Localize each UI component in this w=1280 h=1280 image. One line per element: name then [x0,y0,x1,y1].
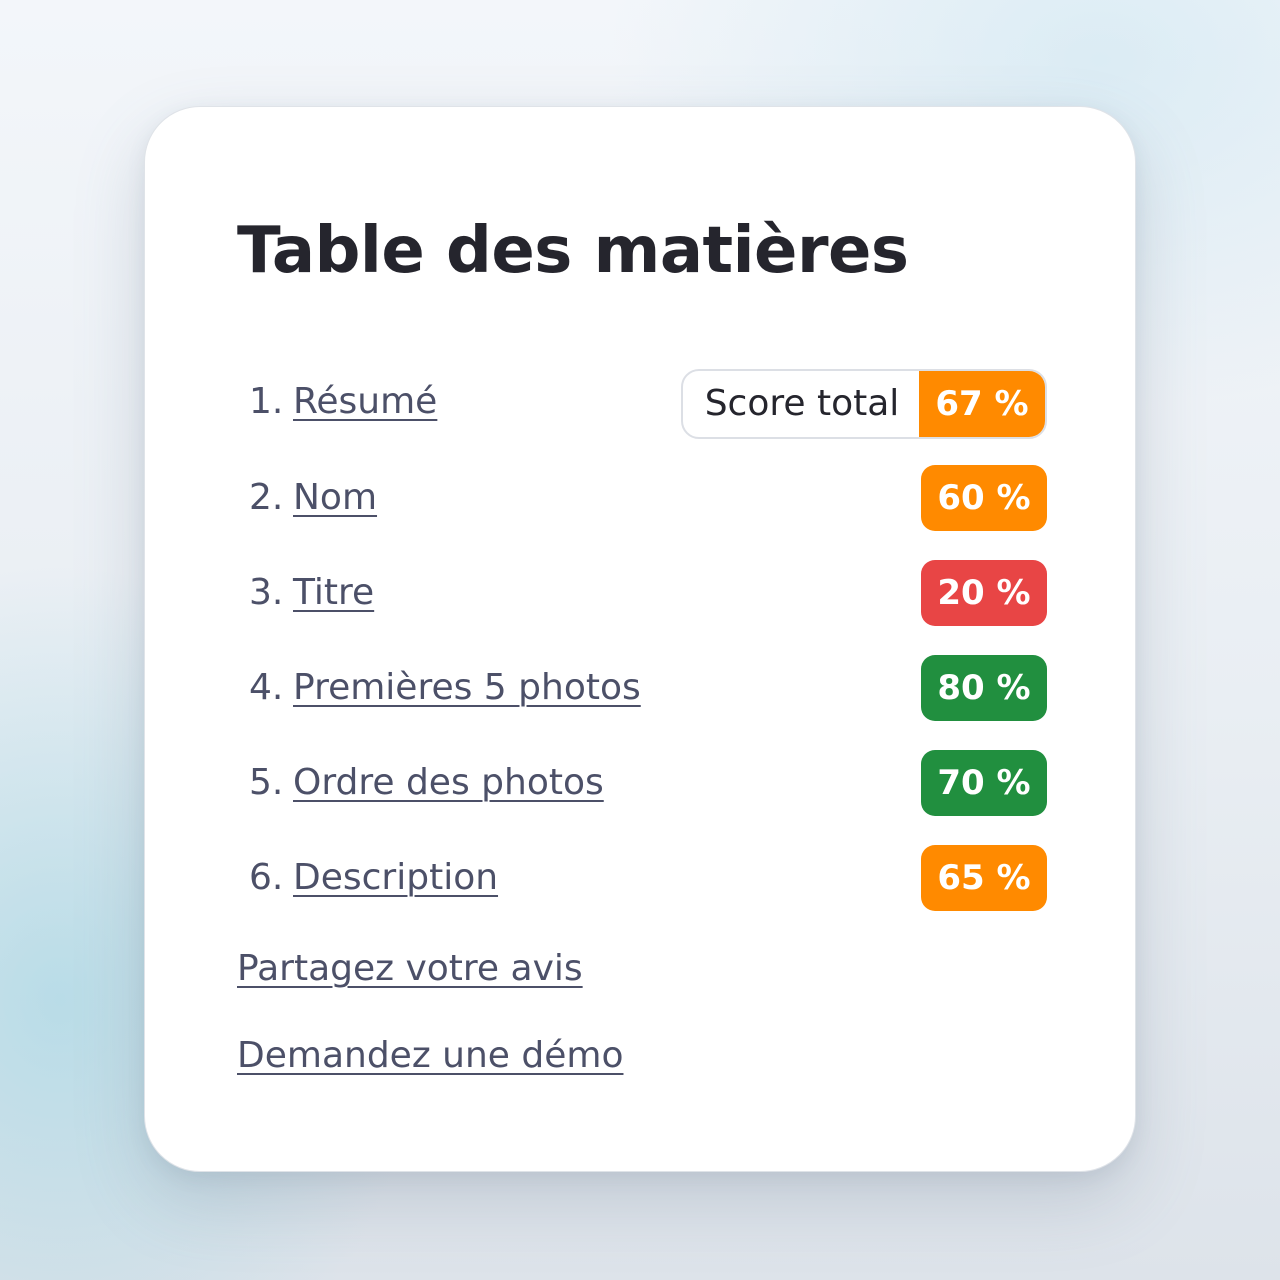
total-score-value: 67 % [919,371,1045,437]
total-score-badge: Score total 67 % [681,369,1047,439]
score-badge: 60 % [921,465,1047,531]
toc-item-link[interactable]: Nom [293,477,378,518]
toc-item-number: 3. [249,572,284,613]
table-of-contents-card: Table des matières 1. Résumé Score total… [144,106,1136,1172]
share-feedback-link[interactable]: Partagez votre avis [237,948,583,989]
score-badge: 80 % [921,655,1047,721]
toc-item-resume: 1. Résumé Score total 67 % [237,369,1047,439]
toc-item-link[interactable]: Titre [293,572,375,613]
toc-item-link[interactable]: Description [293,857,499,898]
toc-item-nom: 2. Nom 60 % [237,465,1047,531]
toc-item-ordre-photos: 5. Ordre des photos 70 % [237,750,1047,816]
score-badge: 70 % [921,750,1047,816]
toc-item-description: 6. Description 65 % [237,845,1047,911]
toc-item-number: 2. [249,477,284,518]
toc-item-number: 6. [249,857,284,898]
toc-item-number: 1. [249,381,284,422]
toc-item-link[interactable]: Résumé [293,381,438,422]
page-title: Table des matières [237,214,909,288]
request-demo-link[interactable]: Demandez une démo [237,1035,624,1076]
toc-item-link[interactable]: Ordre des photos [293,762,604,803]
total-score-label: Score total [704,383,900,424]
toc-item-number: 5. [249,762,284,803]
toc-item-premieres-photos: 4. Premières 5 photos 80 % [237,655,1047,721]
score-badge: 20 % [921,560,1047,626]
toc-item-link[interactable]: Premières 5 photos [293,667,641,708]
score-badge: 65 % [921,845,1047,911]
toc-item-titre: 3. Titre 20 % [237,560,1047,626]
toc-item-number: 4. [249,667,284,708]
